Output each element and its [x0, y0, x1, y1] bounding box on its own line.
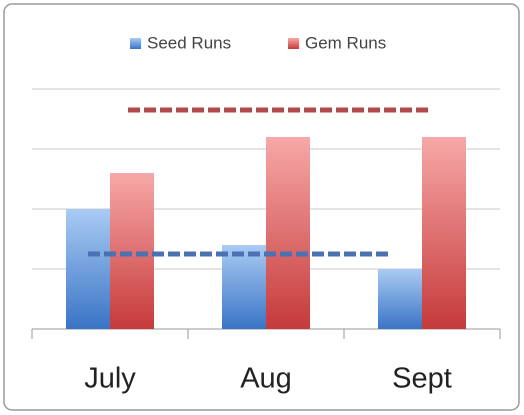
x-tick-label: Aug: [240, 363, 292, 395]
x-tick-label: July: [84, 363, 136, 395]
bar: [266, 137, 310, 329]
x-tick-label: Sept: [392, 363, 452, 395]
bar: [222, 245, 266, 329]
legend-swatch: [288, 38, 299, 49]
bar: [378, 269, 422, 329]
bar: [422, 137, 466, 329]
bar: [66, 209, 110, 329]
legend-swatch: [130, 38, 141, 49]
legend-label: Seed Runs: [147, 33, 231, 52]
legend-label: Gem Runs: [305, 33, 386, 52]
bar: [110, 173, 154, 329]
